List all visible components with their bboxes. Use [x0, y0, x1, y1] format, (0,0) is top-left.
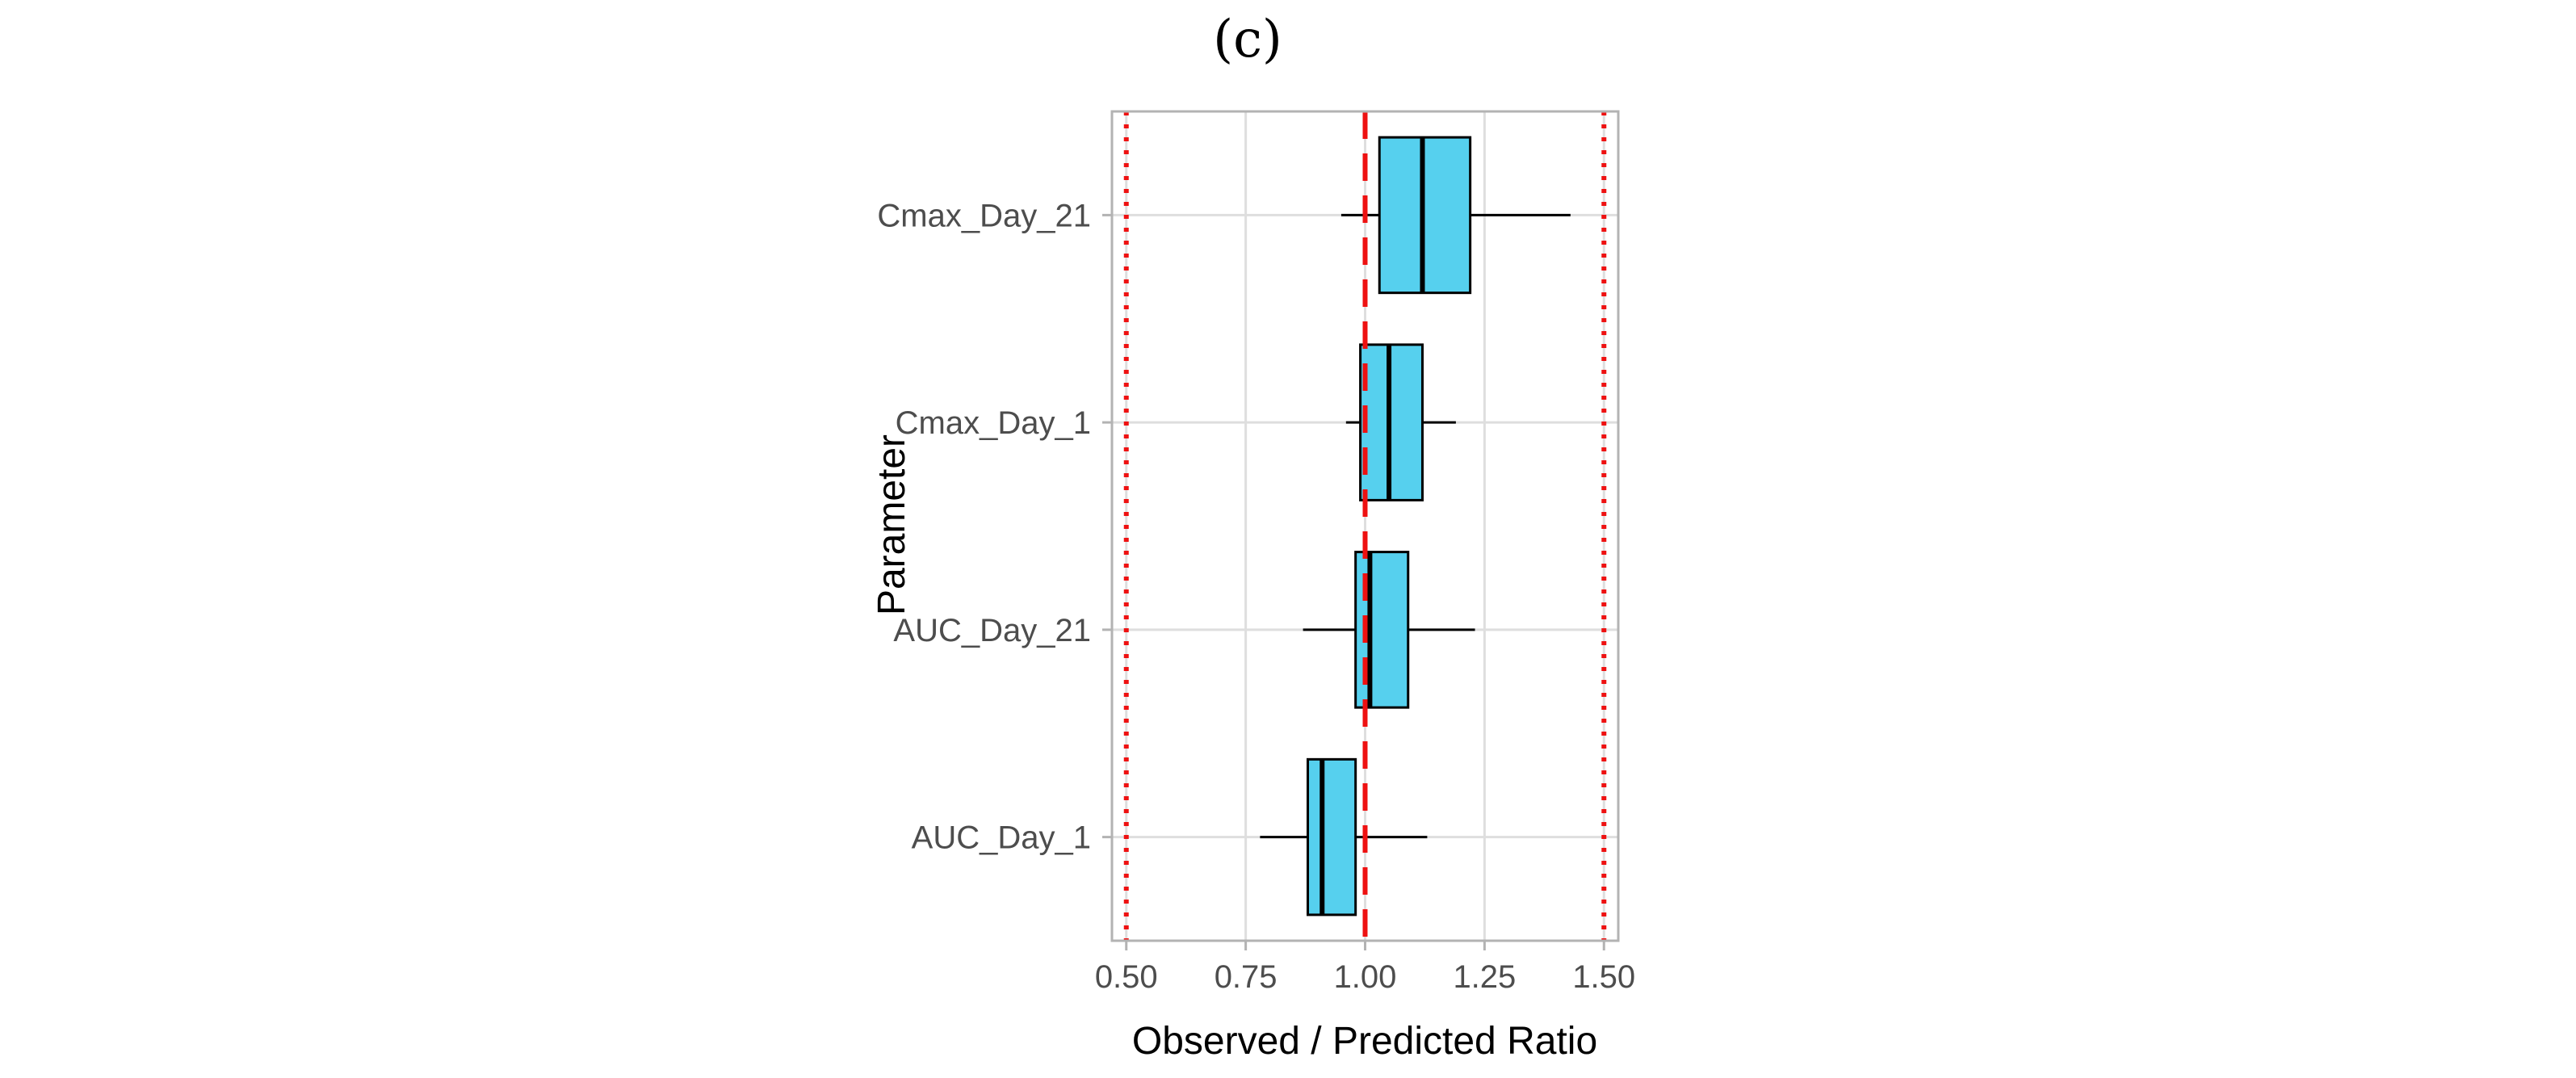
y-tick-label-0: AUC_Day_1 [912, 820, 1091, 856]
x-tick-label-2: 1.00 [1334, 959, 1397, 995]
x-tick-label-1: 0.75 [1215, 959, 1278, 995]
boxplot-chart: 0.50 0.75 1.00 1.25 1.50 AUC_Day_1 AUC_Day_21 C… [877, 110, 1635, 995]
y-tick-label-1: AUC_Day_21 [893, 613, 1091, 648]
panel-label: (c) [1213, 10, 1282, 69]
x-tick-label-4: 1.50 [1572, 959, 1635, 995]
y-tick-label-2: Cmax_Day_1 [896, 405, 1091, 441]
x-axis-title: Observed / Predicted Ratio [1132, 1020, 1597, 1063]
x-tick-label-0: 0.50 [1095, 959, 1158, 995]
y-axis-title: Parameter [871, 434, 913, 615]
x-tick-label-3: 1.25 [1453, 959, 1516, 995]
box-AUC_Day_1 [1307, 757, 1357, 917]
y-tick-label-3: Cmax_Day_21 [877, 198, 1091, 233]
